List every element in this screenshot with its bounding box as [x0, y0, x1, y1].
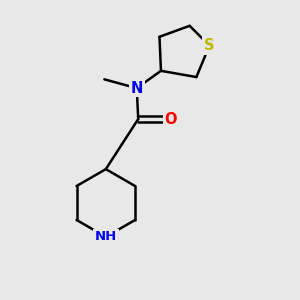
Text: N: N [130, 81, 143, 96]
Text: NH: NH [95, 230, 117, 243]
Text: S: S [204, 38, 215, 53]
Text: O: O [164, 112, 177, 127]
